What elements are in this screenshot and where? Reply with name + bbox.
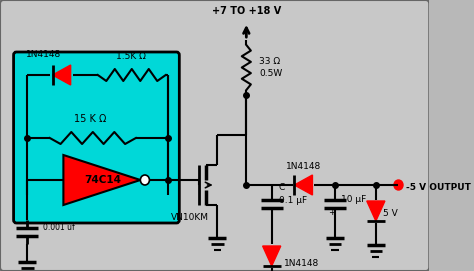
FancyBboxPatch shape (14, 52, 179, 223)
Text: 15 K Ω: 15 K Ω (74, 114, 107, 124)
Text: +7 TO +18 V: +7 TO +18 V (212, 6, 281, 16)
Text: 74C14: 74C14 (84, 175, 121, 185)
Polygon shape (64, 155, 140, 205)
Circle shape (140, 175, 149, 185)
Polygon shape (53, 65, 71, 85)
Polygon shape (263, 246, 281, 266)
Text: C: C (279, 183, 285, 192)
Text: 33 Ω: 33 Ω (259, 57, 280, 66)
FancyBboxPatch shape (0, 0, 429, 271)
Text: 1N4148: 1N4148 (286, 162, 321, 171)
Text: -5 V OUTPUT: -5 V OUTPUT (406, 182, 471, 192)
Polygon shape (294, 175, 312, 195)
Text: 10 μF: 10 μF (340, 195, 366, 204)
Text: 1N4148: 1N4148 (284, 260, 319, 269)
Text: 1.5K Ω: 1.5K Ω (117, 52, 146, 61)
Text: +: + (328, 208, 335, 217)
Text: 5 V: 5 V (383, 208, 398, 218)
Circle shape (394, 180, 403, 190)
Text: 1N4148: 1N4148 (26, 50, 61, 59)
Polygon shape (367, 201, 385, 221)
Text: 0.001 uf: 0.001 uf (44, 224, 75, 233)
Text: 0.1 μF: 0.1 μF (279, 196, 307, 205)
Text: VN10KM: VN10KM (171, 213, 209, 222)
Text: 0.5W: 0.5W (259, 69, 282, 79)
